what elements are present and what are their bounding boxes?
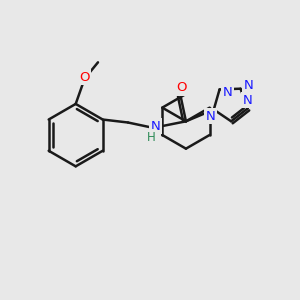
Text: N: N [243, 94, 253, 106]
Text: N: N [206, 110, 216, 123]
Text: H: H [147, 131, 155, 144]
Text: N: N [223, 86, 233, 100]
Text: O: O [176, 81, 186, 94]
Text: N: N [151, 120, 160, 133]
Text: N: N [244, 79, 254, 92]
Text: O: O [80, 71, 90, 84]
